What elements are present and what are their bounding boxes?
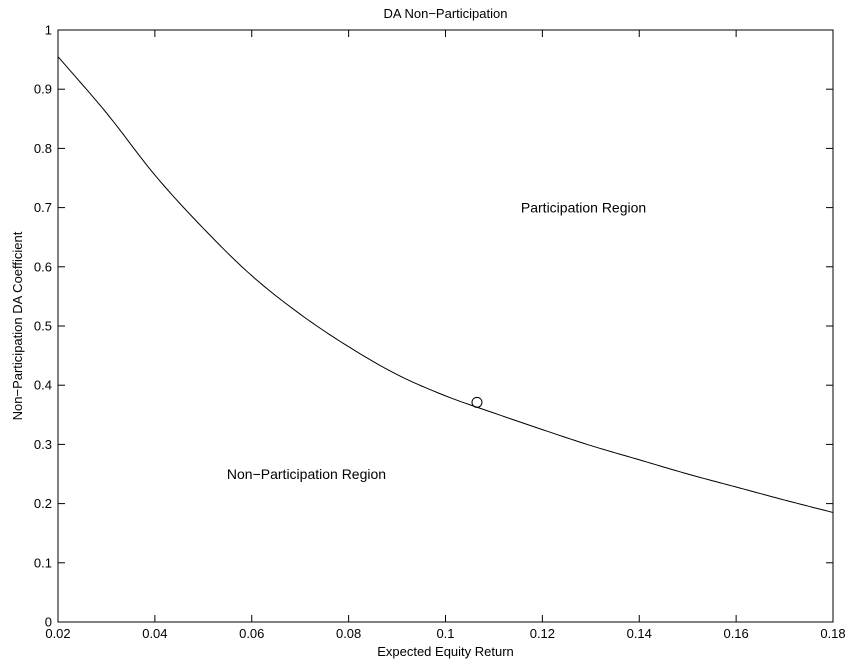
x-tick-label: 0.02 [45, 626, 70, 641]
x-axis-ticks: 0.02 0.04 0.06 0.08 0.1 0.12 0.14 0.16 0.18 [45, 30, 846, 641]
y-tick-label: 0.1 [34, 555, 52, 570]
y-tick-label: 0.8 [34, 141, 52, 156]
y-tick-label: 0.4 [34, 378, 52, 393]
region-annotations: Participation Region Non−Participation Re… [227, 200, 646, 482]
y-tick-label: 0.9 [34, 82, 52, 97]
x-tick-label: 0.12 [530, 626, 555, 641]
region-label-0: Participation Region [521, 200, 646, 216]
x-tick-label: 0.08 [336, 626, 361, 641]
y-tick-label: 0 [45, 615, 52, 630]
data-markers [471, 396, 483, 408]
y-tick-label: 0.6 [34, 259, 52, 274]
y-tick-label: 0.2 [34, 496, 52, 511]
y-tick-label: 0.3 [34, 437, 52, 452]
x-tick-label: 0.16 [723, 626, 748, 641]
x-axis-label: Expected Equity Return [377, 644, 514, 659]
y-tick-label: 0.5 [34, 319, 52, 334]
chart-title: DA Non−Participation [384, 6, 508, 21]
x-tick-label: 0.06 [239, 626, 264, 641]
x-tick-label: 0.1 [436, 626, 454, 641]
y-axis-ticks: 0 0.1 0.2 0.3 0.4 0.5 0.6 0.7 0.8 0.9 1 [34, 23, 833, 630]
x-tick-label: 0.18 [820, 626, 845, 641]
x-tick-label: 0.14 [627, 626, 652, 641]
region-label-1: Non−Participation Region [227, 466, 386, 482]
plot-frame [57, 29, 834, 623]
x-tick-label: 0.04 [142, 626, 167, 641]
series-line [57, 56, 834, 513]
y-tick-label: 1 [45, 23, 52, 38]
circle-marker-0 [471, 396, 483, 408]
y-tick-label: 0.7 [34, 200, 52, 215]
y-axis-label: Non−Participation DA Coefficient [10, 231, 25, 420]
